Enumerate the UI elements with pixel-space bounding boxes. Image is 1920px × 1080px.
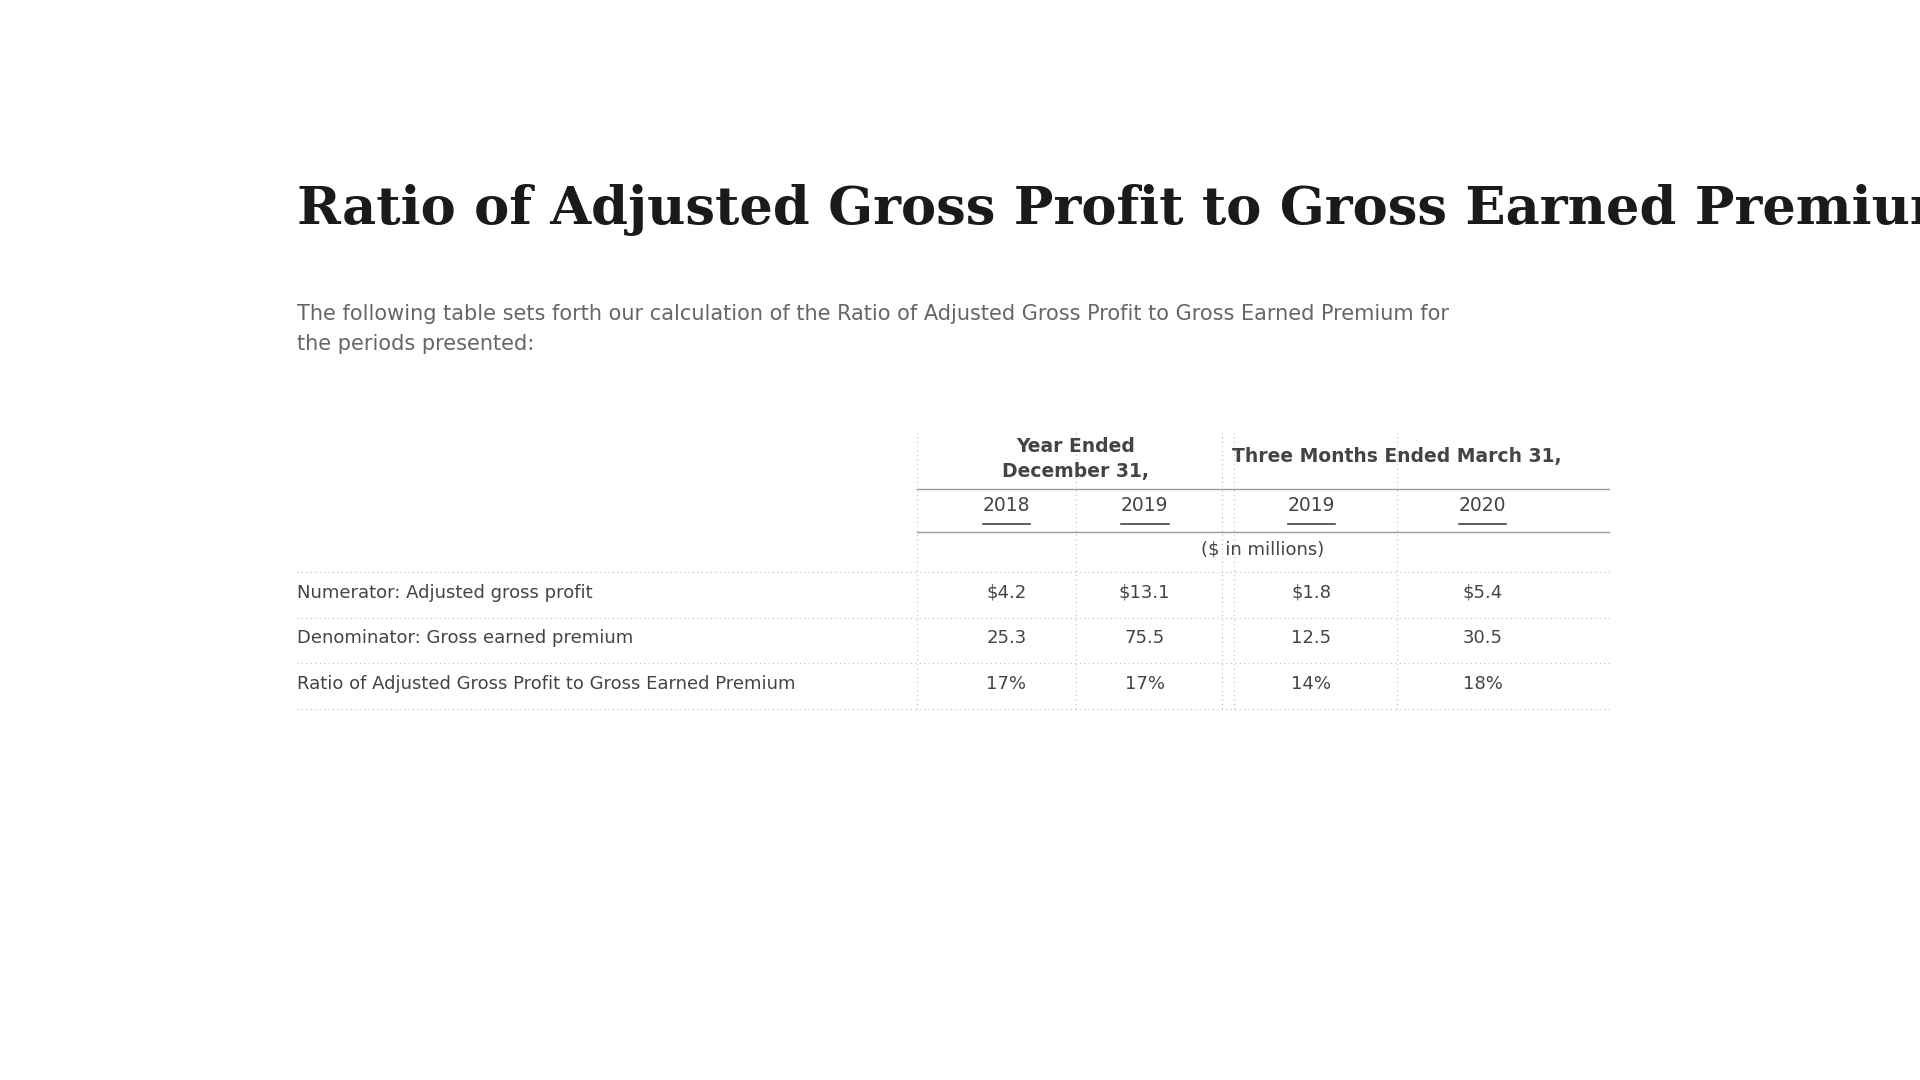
Text: 2018: 2018 [983, 496, 1029, 514]
Text: 2020: 2020 [1459, 496, 1505, 514]
Text: ($ in millions): ($ in millions) [1202, 540, 1325, 558]
Text: 18%: 18% [1463, 675, 1503, 693]
Text: 30.5: 30.5 [1463, 630, 1503, 647]
Text: Numerator: Adjusted gross profit: Numerator: Adjusted gross profit [296, 583, 591, 602]
Text: Ratio of Adjusted Gross Profit to Gross Earned Premium: Ratio of Adjusted Gross Profit to Gross … [296, 675, 795, 693]
Text: $13.1: $13.1 [1119, 583, 1171, 602]
Text: Three Months Ended March 31,: Three Months Ended March 31, [1233, 447, 1561, 467]
Text: Ratio of Adjusted Gross Profit to Gross Earned Premium: Ratio of Adjusted Gross Profit to Gross … [296, 184, 1920, 235]
Text: 17%: 17% [1125, 675, 1165, 693]
Text: 25.3: 25.3 [987, 630, 1027, 647]
Text: Year Ended
December 31,: Year Ended December 31, [1002, 437, 1148, 482]
Text: 14%: 14% [1292, 675, 1331, 693]
Text: 75.5: 75.5 [1125, 630, 1165, 647]
Text: 2019: 2019 [1121, 496, 1169, 514]
Text: 12.5: 12.5 [1292, 630, 1331, 647]
Text: 17%: 17% [987, 675, 1027, 693]
Text: $5.4: $5.4 [1463, 583, 1503, 602]
Text: $1.8: $1.8 [1292, 583, 1331, 602]
Text: Denominator: Gross earned premium: Denominator: Gross earned premium [296, 630, 634, 647]
Text: 2019: 2019 [1288, 496, 1334, 514]
Text: $4.2: $4.2 [987, 583, 1027, 602]
Text: The following table sets forth our calculation of the Ratio of Adjusted Gross Pr: The following table sets forth our calcu… [296, 305, 1448, 354]
